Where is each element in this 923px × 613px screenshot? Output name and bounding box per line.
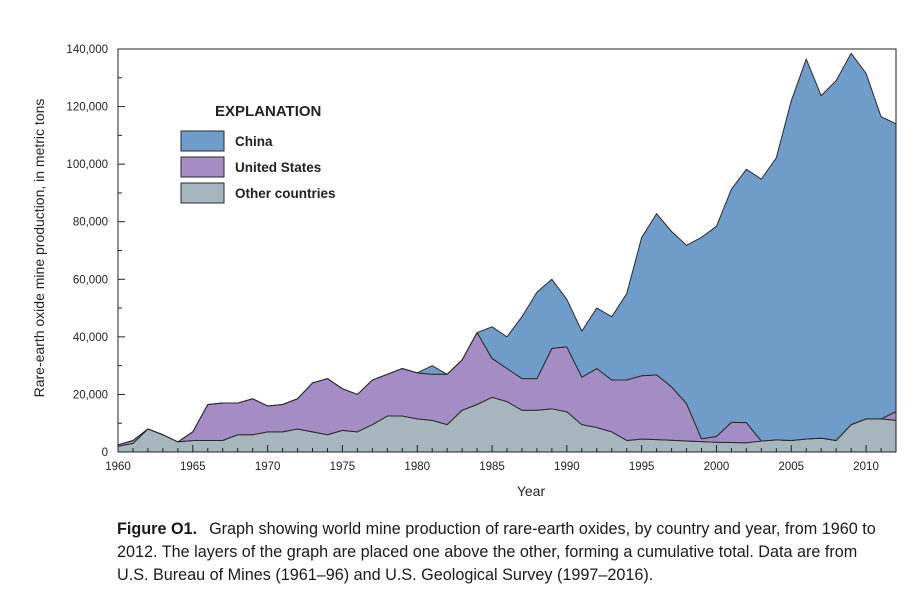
legend-label: China <box>235 134 273 149</box>
x-tick-label: 1985 <box>479 461 505 473</box>
chart: 1960 1965 1970 1975 1980 1985 1990 1995 2000 2005… <box>31 44 897 499</box>
legend-swatch <box>180 182 225 204</box>
y-tick-label: 80,000 <box>73 217 108 229</box>
y-tick-label: 120,000 <box>66 102 108 114</box>
x-tick-label: 1975 <box>330 461 356 473</box>
legend-swatch <box>180 156 225 178</box>
legend-label: United States <box>235 160 321 175</box>
legend-title: EXPLANATION <box>215 103 321 120</box>
y-axis-title: Rare-earth oxide mine production, in met… <box>31 99 47 398</box>
figure-caption: Figure O1. Graph showing world mine produ… <box>117 518 877 587</box>
y-axis: 0 20,000 40,000 60,000 80,000 100,000 120,000 1… <box>66 44 125 459</box>
y-tick-label: 40,000 <box>73 332 108 344</box>
figure-label: Figure O1. <box>117 520 198 538</box>
caption-text: Graph showing world mine production of r… <box>117 520 876 584</box>
y-tick-label: 20,000 <box>73 389 108 401</box>
y-tick-label: 140,000 <box>66 44 108 56</box>
x-tick-label: 1995 <box>629 461 655 473</box>
x-tick-label: 2005 <box>778 461 804 473</box>
x-tick-label: 1965 <box>180 461 206 473</box>
y-tick-label: 60,000 <box>73 274 108 286</box>
y-tick-label: 0 <box>102 447 108 459</box>
legend-swatch <box>180 130 225 152</box>
x-axis: 1960 1965 1970 1975 1980 1985 1990 1995 2000 2005… <box>105 445 897 473</box>
x-tick-label: 1990 <box>554 461 580 473</box>
x-tick-label: 1960 <box>105 461 131 473</box>
x-tick-label: 1970 <box>255 461 281 473</box>
x-tick-label: 2000 <box>704 461 730 473</box>
x-tick-label: 1980 <box>404 461 430 473</box>
x-tick-label: 2010 <box>853 461 879 473</box>
x-axis-title: Year <box>517 483 546 499</box>
legend-label: Other countries <box>235 186 336 201</box>
y-tick-label: 100,000 <box>66 159 108 171</box>
legend: EXPLANATION China United States Other coun… <box>180 103 336 204</box>
